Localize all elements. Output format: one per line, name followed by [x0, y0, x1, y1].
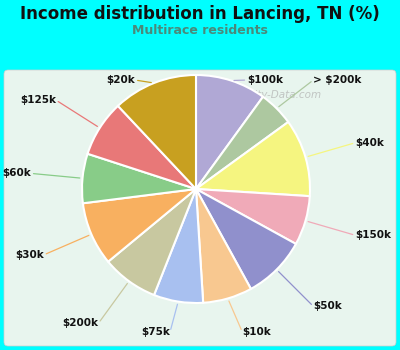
- Text: $125k: $125k: [20, 95, 56, 105]
- Text: $200k: $200k: [62, 318, 98, 328]
- Text: $100k: $100k: [247, 75, 283, 85]
- Wedge shape: [82, 154, 196, 203]
- Wedge shape: [196, 189, 251, 303]
- Text: Multirace residents: Multirace residents: [132, 23, 268, 36]
- Wedge shape: [196, 97, 288, 189]
- Text: $150k: $150k: [356, 230, 392, 240]
- Text: $20k: $20k: [106, 75, 135, 85]
- Wedge shape: [196, 122, 310, 196]
- Wedge shape: [196, 189, 296, 289]
- Text: $40k: $40k: [356, 138, 384, 148]
- Wedge shape: [196, 75, 263, 189]
- Text: > $200k: > $200k: [313, 75, 362, 85]
- Text: $75k: $75k: [141, 327, 170, 337]
- Wedge shape: [154, 189, 203, 303]
- Text: $60k: $60k: [2, 168, 31, 178]
- Text: $50k: $50k: [313, 301, 342, 312]
- Text: $30k: $30k: [15, 250, 44, 260]
- Text: $10k: $10k: [242, 327, 271, 337]
- FancyBboxPatch shape: [4, 70, 396, 346]
- Text: Income distribution in Lancing, TN (%): Income distribution in Lancing, TN (%): [20, 5, 380, 23]
- Wedge shape: [118, 75, 196, 189]
- Wedge shape: [108, 189, 196, 295]
- Text: City-Data.com: City-Data.com: [248, 90, 322, 100]
- Wedge shape: [196, 189, 310, 244]
- Wedge shape: [88, 106, 196, 189]
- Wedge shape: [83, 189, 196, 262]
